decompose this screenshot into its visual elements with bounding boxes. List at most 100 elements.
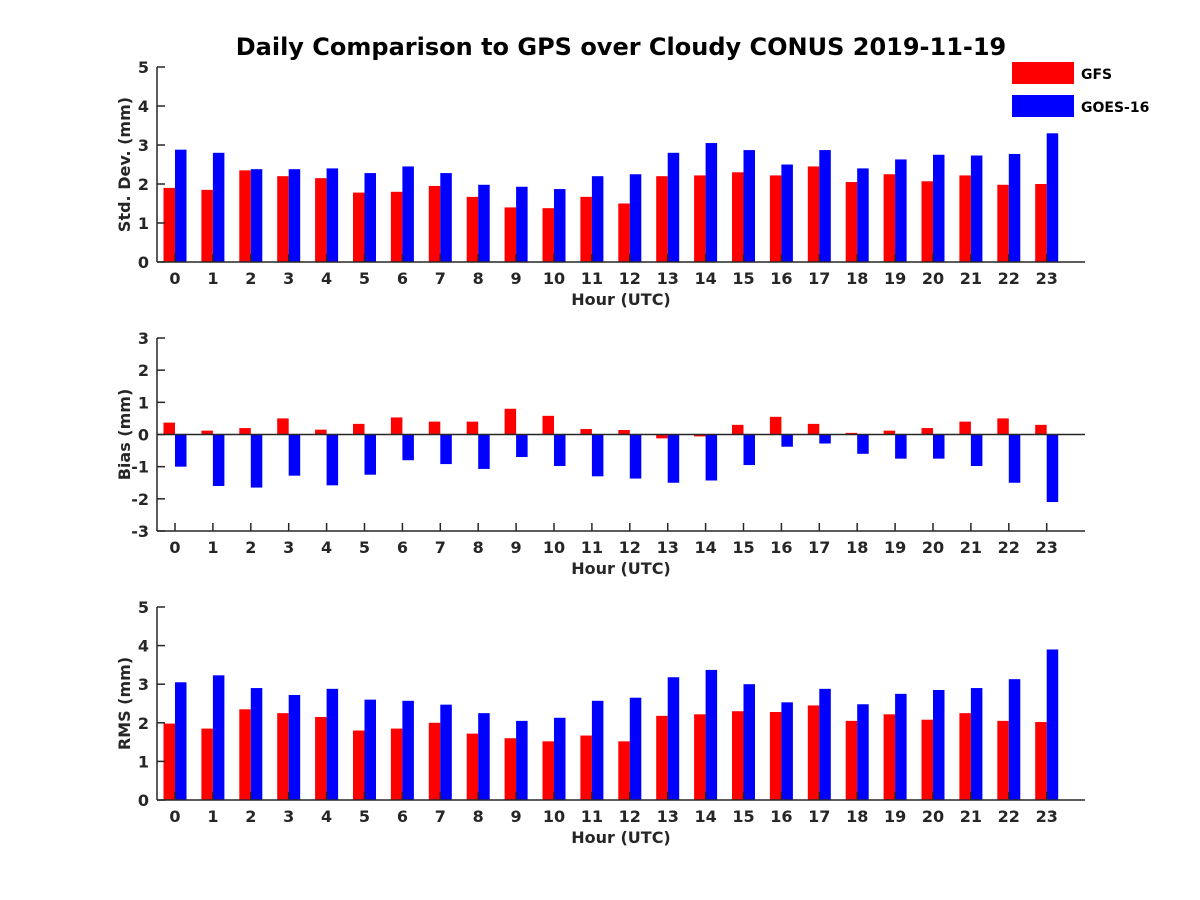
gfs-bar-6: [390, 191, 403, 262]
x-tick-label: 3: [283, 538, 294, 557]
gfs-bar-1: [201, 430, 213, 435]
gfs-bar-23: [1035, 722, 1047, 800]
goes16-bar-20: [933, 689, 945, 800]
goes16-bar-5: [364, 173, 376, 262]
y-tick-label: 5: [138, 58, 149, 77]
gfs-bar-23: [1035, 184, 1047, 262]
x-tick-label: 22: [998, 538, 1020, 557]
x-axis-label: Hour (UTC): [571, 828, 671, 847]
gfs-bar-13: [656, 434, 668, 439]
gfs-bar-20: [921, 181, 933, 262]
goes16-bar-4: [326, 434, 339, 486]
gfs-bar-21: [959, 421, 971, 435]
gfs-bar-5: [353, 423, 365, 435]
gfs-bar-17: [807, 705, 820, 800]
gfs-bar-13: [656, 715, 668, 800]
legend: GFS GOES-16: [1012, 62, 1149, 117]
x-tick-label: 17: [808, 538, 830, 557]
goes16-bar-21: [970, 688, 983, 800]
goes16-bar-9: [516, 720, 528, 800]
goes16-legend-swatch: [1012, 95, 1074, 117]
y-tick-label: 3: [138, 675, 149, 694]
goes16-bar-20: [933, 154, 945, 262]
y-tick-label: 5: [138, 598, 149, 617]
goes16-bar-16: [781, 434, 793, 447]
x-tick-label: 13: [657, 538, 679, 557]
x-tick-label: 7: [435, 269, 446, 288]
goes16-bar-20: [933, 434, 945, 459]
y-tick-label: 3: [138, 329, 149, 348]
x-tick-label: 4: [321, 269, 332, 288]
gfs-bar-16: [769, 711, 782, 800]
goes16-bar-1: [212, 434, 225, 486]
goes16-bar-14: [705, 143, 718, 262]
goes16-bar-22: [1008, 679, 1021, 800]
y-tick-label: 1: [138, 214, 149, 233]
x-tick-label: 13: [657, 807, 679, 826]
gfs-bar-12: [618, 430, 630, 435]
x-tick-label: 11: [581, 269, 603, 288]
x-tick-label: 18: [846, 807, 868, 826]
x-tick-label: 10: [543, 269, 565, 288]
y-tick-label: 1: [138, 393, 149, 412]
gfs-bar-23: [1035, 424, 1047, 435]
goes16-bar-21: [970, 155, 983, 262]
gfs-bar-6: [390, 417, 403, 435]
x-tick-label: 16: [770, 538, 792, 557]
x-tick-label: 2: [245, 269, 256, 288]
x-tick-label: 18: [846, 269, 868, 288]
goes16-bar-4: [326, 688, 339, 800]
y-tick-label: 0: [138, 253, 149, 272]
gfs-bar-0: [163, 422, 175, 435]
gfs-bar-22: [997, 720, 1009, 800]
gfs-bar-15: [732, 711, 744, 800]
gfs-bar-10: [542, 415, 554, 435]
goes16-bar-19: [895, 159, 907, 262]
goes16-bar-11: [591, 700, 604, 800]
goes16-bar-23: [1046, 649, 1059, 800]
x-tick-label: 21: [960, 269, 982, 288]
x-tick-label: 6: [397, 269, 408, 288]
x-tick-label: 9: [511, 538, 522, 557]
goes16-bar-19: [895, 693, 907, 800]
x-tick-label: 21: [960, 807, 982, 826]
x-axis-label: Hour (UTC): [571, 290, 671, 309]
goes16-bar-8: [478, 434, 490, 469]
x-tick-label: 15: [732, 538, 754, 557]
goes16-bar-15: [743, 434, 755, 466]
gfs-bar-10: [542, 208, 554, 262]
x-tick-label: 14: [694, 807, 716, 826]
goes16-bar-11: [591, 434, 604, 477]
goes16-bar-16: [781, 702, 793, 800]
x-tick-label: 23: [1036, 538, 1058, 557]
y-tick-label: 2: [138, 361, 149, 380]
gfs-bar-8: [466, 733, 479, 800]
goes16-bar-14: [705, 434, 718, 481]
gfs-bar-4: [315, 717, 327, 800]
x-tick-label: 15: [732, 269, 754, 288]
goes16-bar-0: [175, 682, 187, 800]
goes16-bar-18: [857, 704, 869, 800]
goes16-bar-3: [288, 434, 301, 476]
gfs-bar-21: [959, 713, 971, 800]
gfs-bar-11: [580, 735, 592, 800]
gfs-bar-7: [428, 185, 441, 262]
goes16-bar-2: [250, 688, 263, 800]
goes16-bar-8: [478, 184, 490, 262]
y-tick-label: 0: [138, 791, 149, 810]
gfs-bar-22: [997, 418, 1009, 435]
gfs-bar-15: [732, 424, 744, 435]
goes16-bar-13: [667, 434, 680, 483]
x-tick-label: 1: [207, 269, 218, 288]
gfs-bar-2: [239, 170, 251, 262]
x-tick-label: 0: [169, 269, 180, 288]
goes16-bar-18: [857, 168, 869, 262]
gfs-bar-17: [807, 423, 820, 435]
x-tick-label: 16: [770, 807, 792, 826]
x-tick-label: 22: [998, 269, 1020, 288]
goes16-bar-14: [705, 669, 718, 800]
gfs-bar-4: [315, 178, 327, 262]
x-tick-label: 13: [657, 269, 679, 288]
goes16-bar-0: [175, 149, 187, 262]
